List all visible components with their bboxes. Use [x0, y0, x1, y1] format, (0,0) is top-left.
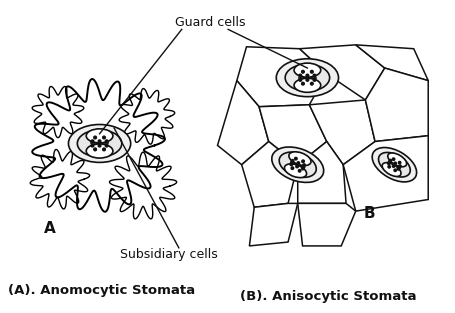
Circle shape	[301, 82, 303, 85]
Circle shape	[313, 79, 315, 81]
Polygon shape	[308, 100, 374, 165]
Circle shape	[291, 160, 293, 162]
Circle shape	[398, 165, 400, 167]
Circle shape	[290, 167, 293, 169]
Circle shape	[387, 162, 389, 165]
Ellipse shape	[288, 152, 310, 166]
Text: (B). Anisocytic Stomata: (B). Anisocytic Stomata	[239, 290, 415, 303]
Polygon shape	[236, 47, 326, 107]
Text: A: A	[44, 221, 56, 236]
Ellipse shape	[293, 78, 320, 92]
Polygon shape	[30, 150, 90, 209]
Ellipse shape	[278, 152, 316, 177]
Ellipse shape	[86, 129, 113, 143]
Circle shape	[301, 70, 303, 73]
Ellipse shape	[387, 153, 406, 167]
Circle shape	[313, 74, 315, 77]
Polygon shape	[355, 45, 427, 81]
Circle shape	[102, 148, 105, 151]
Polygon shape	[119, 89, 174, 144]
Polygon shape	[364, 68, 427, 141]
Circle shape	[298, 79, 301, 81]
Ellipse shape	[284, 164, 306, 177]
Ellipse shape	[378, 152, 410, 177]
Ellipse shape	[381, 163, 400, 177]
Text: Guard cells: Guard cells	[175, 16, 245, 29]
Circle shape	[301, 160, 303, 162]
Circle shape	[305, 74, 308, 77]
Ellipse shape	[77, 130, 121, 157]
Ellipse shape	[86, 144, 113, 158]
Circle shape	[305, 79, 308, 81]
Circle shape	[310, 82, 313, 85]
Circle shape	[391, 158, 394, 160]
Circle shape	[289, 163, 292, 166]
Text: B: B	[363, 206, 374, 221]
Polygon shape	[343, 136, 427, 211]
Circle shape	[294, 157, 297, 160]
Circle shape	[396, 168, 399, 170]
Text: (A). Anomocytic Stomata: (A). Anomocytic Stomata	[8, 284, 194, 297]
Polygon shape	[217, 81, 268, 165]
Ellipse shape	[284, 64, 329, 91]
Circle shape	[94, 136, 96, 139]
Circle shape	[398, 162, 400, 164]
Ellipse shape	[271, 147, 323, 182]
Circle shape	[94, 148, 96, 151]
Circle shape	[388, 159, 391, 162]
Circle shape	[105, 144, 108, 147]
Polygon shape	[297, 203, 355, 246]
Circle shape	[98, 140, 101, 143]
Ellipse shape	[371, 147, 416, 182]
Circle shape	[105, 140, 108, 143]
Circle shape	[393, 162, 395, 165]
Circle shape	[387, 166, 389, 168]
Circle shape	[98, 144, 101, 147]
Polygon shape	[32, 79, 165, 212]
Circle shape	[102, 136, 105, 139]
Circle shape	[393, 169, 395, 172]
Circle shape	[391, 165, 394, 167]
Polygon shape	[299, 45, 384, 100]
Polygon shape	[109, 152, 176, 219]
Ellipse shape	[276, 59, 338, 97]
Circle shape	[91, 144, 94, 147]
Circle shape	[298, 170, 300, 172]
Text: Subsidiary cells: Subsidiary cells	[120, 248, 217, 261]
Ellipse shape	[293, 63, 320, 77]
Circle shape	[301, 167, 303, 170]
Polygon shape	[32, 86, 84, 138]
Ellipse shape	[68, 125, 131, 162]
Circle shape	[295, 165, 298, 168]
Circle shape	[298, 74, 301, 77]
Polygon shape	[241, 141, 297, 207]
Polygon shape	[249, 203, 297, 246]
Circle shape	[310, 70, 313, 73]
Circle shape	[91, 140, 94, 143]
Polygon shape	[258, 105, 326, 165]
Polygon shape	[297, 141, 345, 203]
Circle shape	[296, 162, 299, 164]
Circle shape	[302, 164, 305, 167]
